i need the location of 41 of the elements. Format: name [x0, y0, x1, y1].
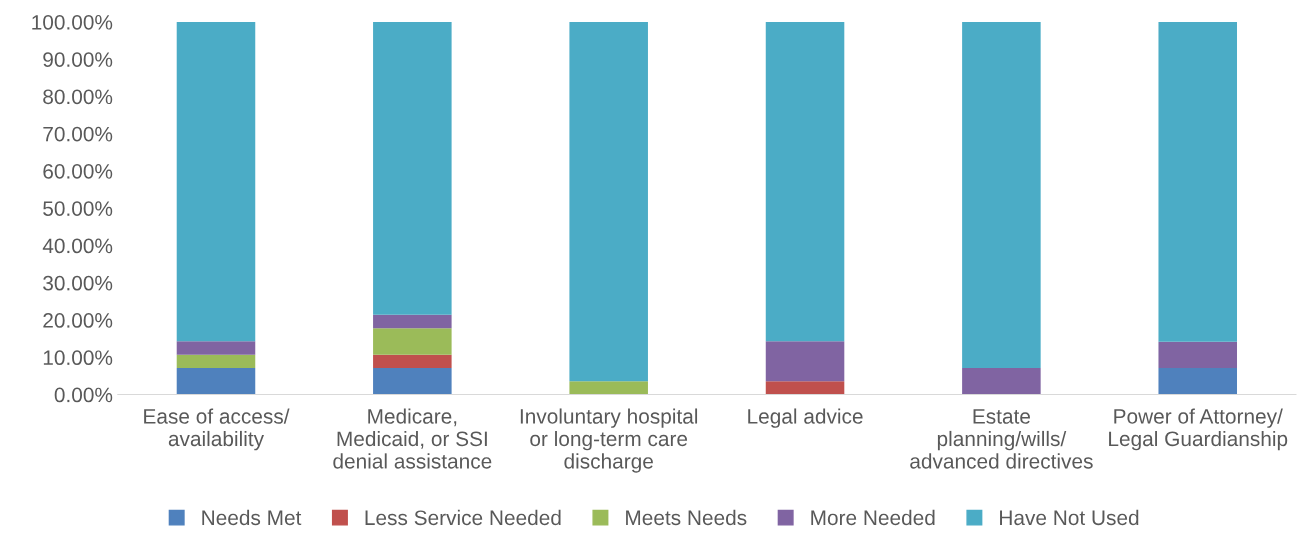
y-tick-label: 100.00%	[32, 14, 113, 30]
legend-label: Have Not Used	[1000, 509, 1139, 526]
y-tick-label: 30.00%	[43, 275, 113, 291]
legend-label: Needs Met	[202, 509, 302, 526]
x-tick-label: Estate planning/wills/ advanced directives	[910, 409, 1093, 469]
bar	[176, 21, 256, 342]
y-tick-label: 20.00%	[43, 313, 113, 328]
bar	[176, 341, 256, 355]
bar	[569, 21, 648, 382]
bar	[373, 368, 452, 395]
bar	[765, 21, 845, 342]
bar	[1158, 341, 1238, 369]
x-tick-label: Legal advice	[748, 408, 863, 428]
x-tick-label: Power of Attorney/ Legal Guardianship	[1109, 408, 1288, 451]
y-tick-label: 70.00%	[43, 126, 113, 142]
y-tick-label: 80.00%	[43, 89, 113, 105]
x-tick-label: Medicare, Medicaid, or SSI denial assistance	[333, 408, 492, 469]
y-tick-label: 10.00%	[43, 350, 113, 366]
y-tick-label: 60.00%	[43, 163, 113, 179]
bar	[176, 368, 256, 395]
y-tick-label: 90.00%	[43, 52, 113, 67]
bar	[1158, 368, 1238, 395]
bar	[373, 354, 452, 369]
bar	[569, 381, 648, 395]
bar	[1158, 21, 1238, 342]
bar	[373, 21, 452, 315]
legend-label: Less Service Needed	[365, 509, 561, 526]
legend-label: More Needed	[811, 509, 935, 526]
y-tick-label: 0.00%	[54, 387, 113, 403]
bar	[373, 314, 452, 329]
y-tick-label: 50.00%	[43, 201, 113, 216]
y-tick-label: 40.00%	[42, 238, 113, 254]
bar	[765, 381, 845, 395]
bar	[962, 21, 1041, 369]
x-tick-label: Ease of access/ availability	[144, 408, 290, 451]
x-tick-label: Involuntary hospital or long-term care discharge	[520, 408, 698, 473]
bar	[765, 341, 845, 382]
bar	[176, 354, 256, 369]
legend-label: Meets Needs	[626, 509, 747, 526]
bar	[962, 368, 1041, 395]
bar	[373, 328, 452, 355]
